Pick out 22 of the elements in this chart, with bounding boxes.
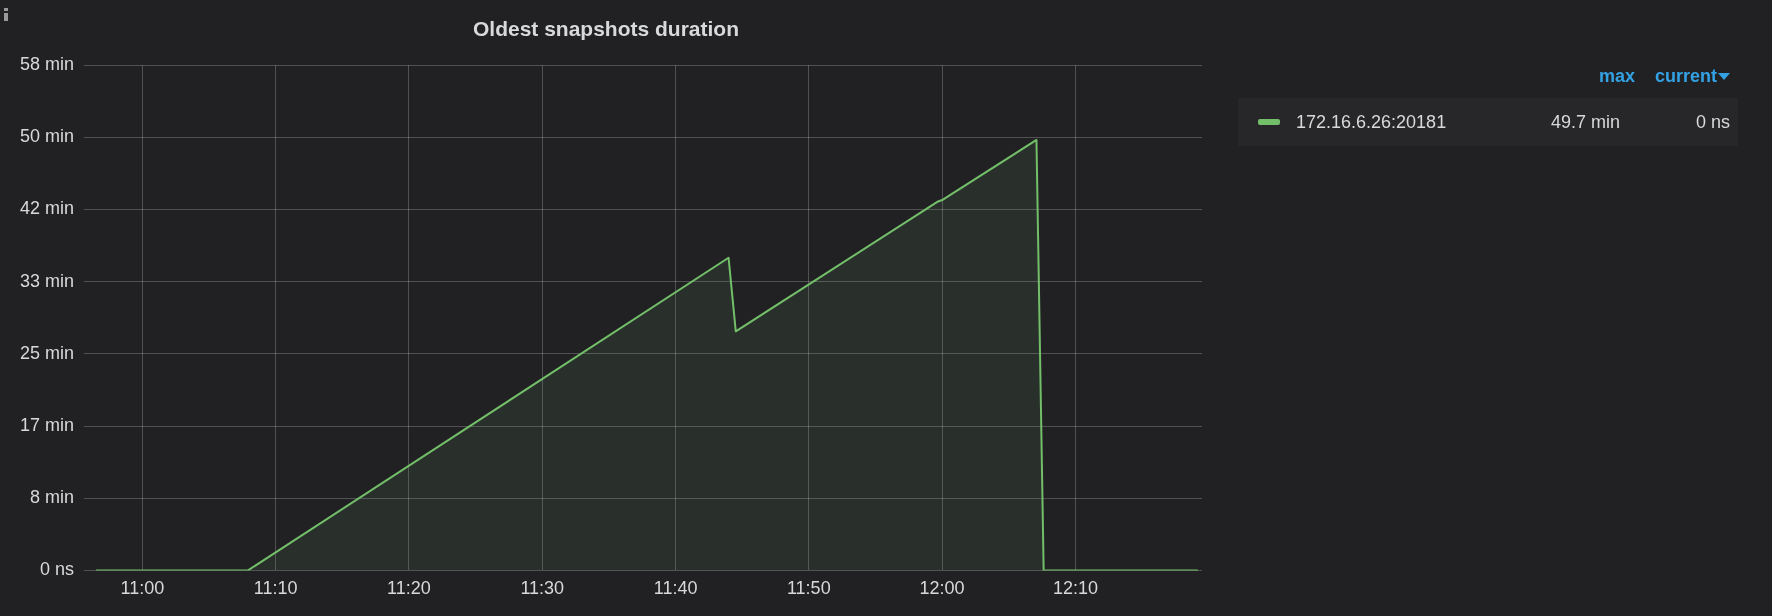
y-tick-label: 0 ns — [40, 559, 75, 580]
text: max — [1598, 65, 1635, 87]
x-tick-label: 11:10 — [253, 578, 298, 599]
x-tick-label: 11:00 — [120, 578, 165, 599]
text: 49.7 min — [1549, 111, 1620, 133]
x-tick-label: 11:40 — [653, 578, 698, 599]
chart-title: Oldest snapshots duration — [472, 17, 740, 41]
x-tick-label: 11:20 — [387, 578, 431, 599]
y-tick-label: 8 min — [30, 487, 75, 508]
text: current — [1654, 65, 1718, 87]
x-tick-label: 12:10 — [1052, 578, 1098, 599]
text: 0 ns — [1694, 111, 1730, 133]
y-tick-label: 17 min — [20, 414, 75, 435]
y-tick-label: 25 min — [20, 342, 75, 363]
x-tick-label: 11:30 — [520, 578, 565, 599]
x-tick-label: 11:50 — [786, 578, 831, 599]
y-tick-label: 58 min — [20, 54, 75, 75]
y-tick-label: 42 min — [20, 198, 75, 219]
legend-label: 172.16.6.26:20181 — [1296, 111, 1448, 133]
y-tick-label: 50 min — [20, 126, 75, 147]
y-tick-label: 33 min — [20, 270, 75, 291]
x-tick-label: 12:00 — [919, 578, 965, 599]
